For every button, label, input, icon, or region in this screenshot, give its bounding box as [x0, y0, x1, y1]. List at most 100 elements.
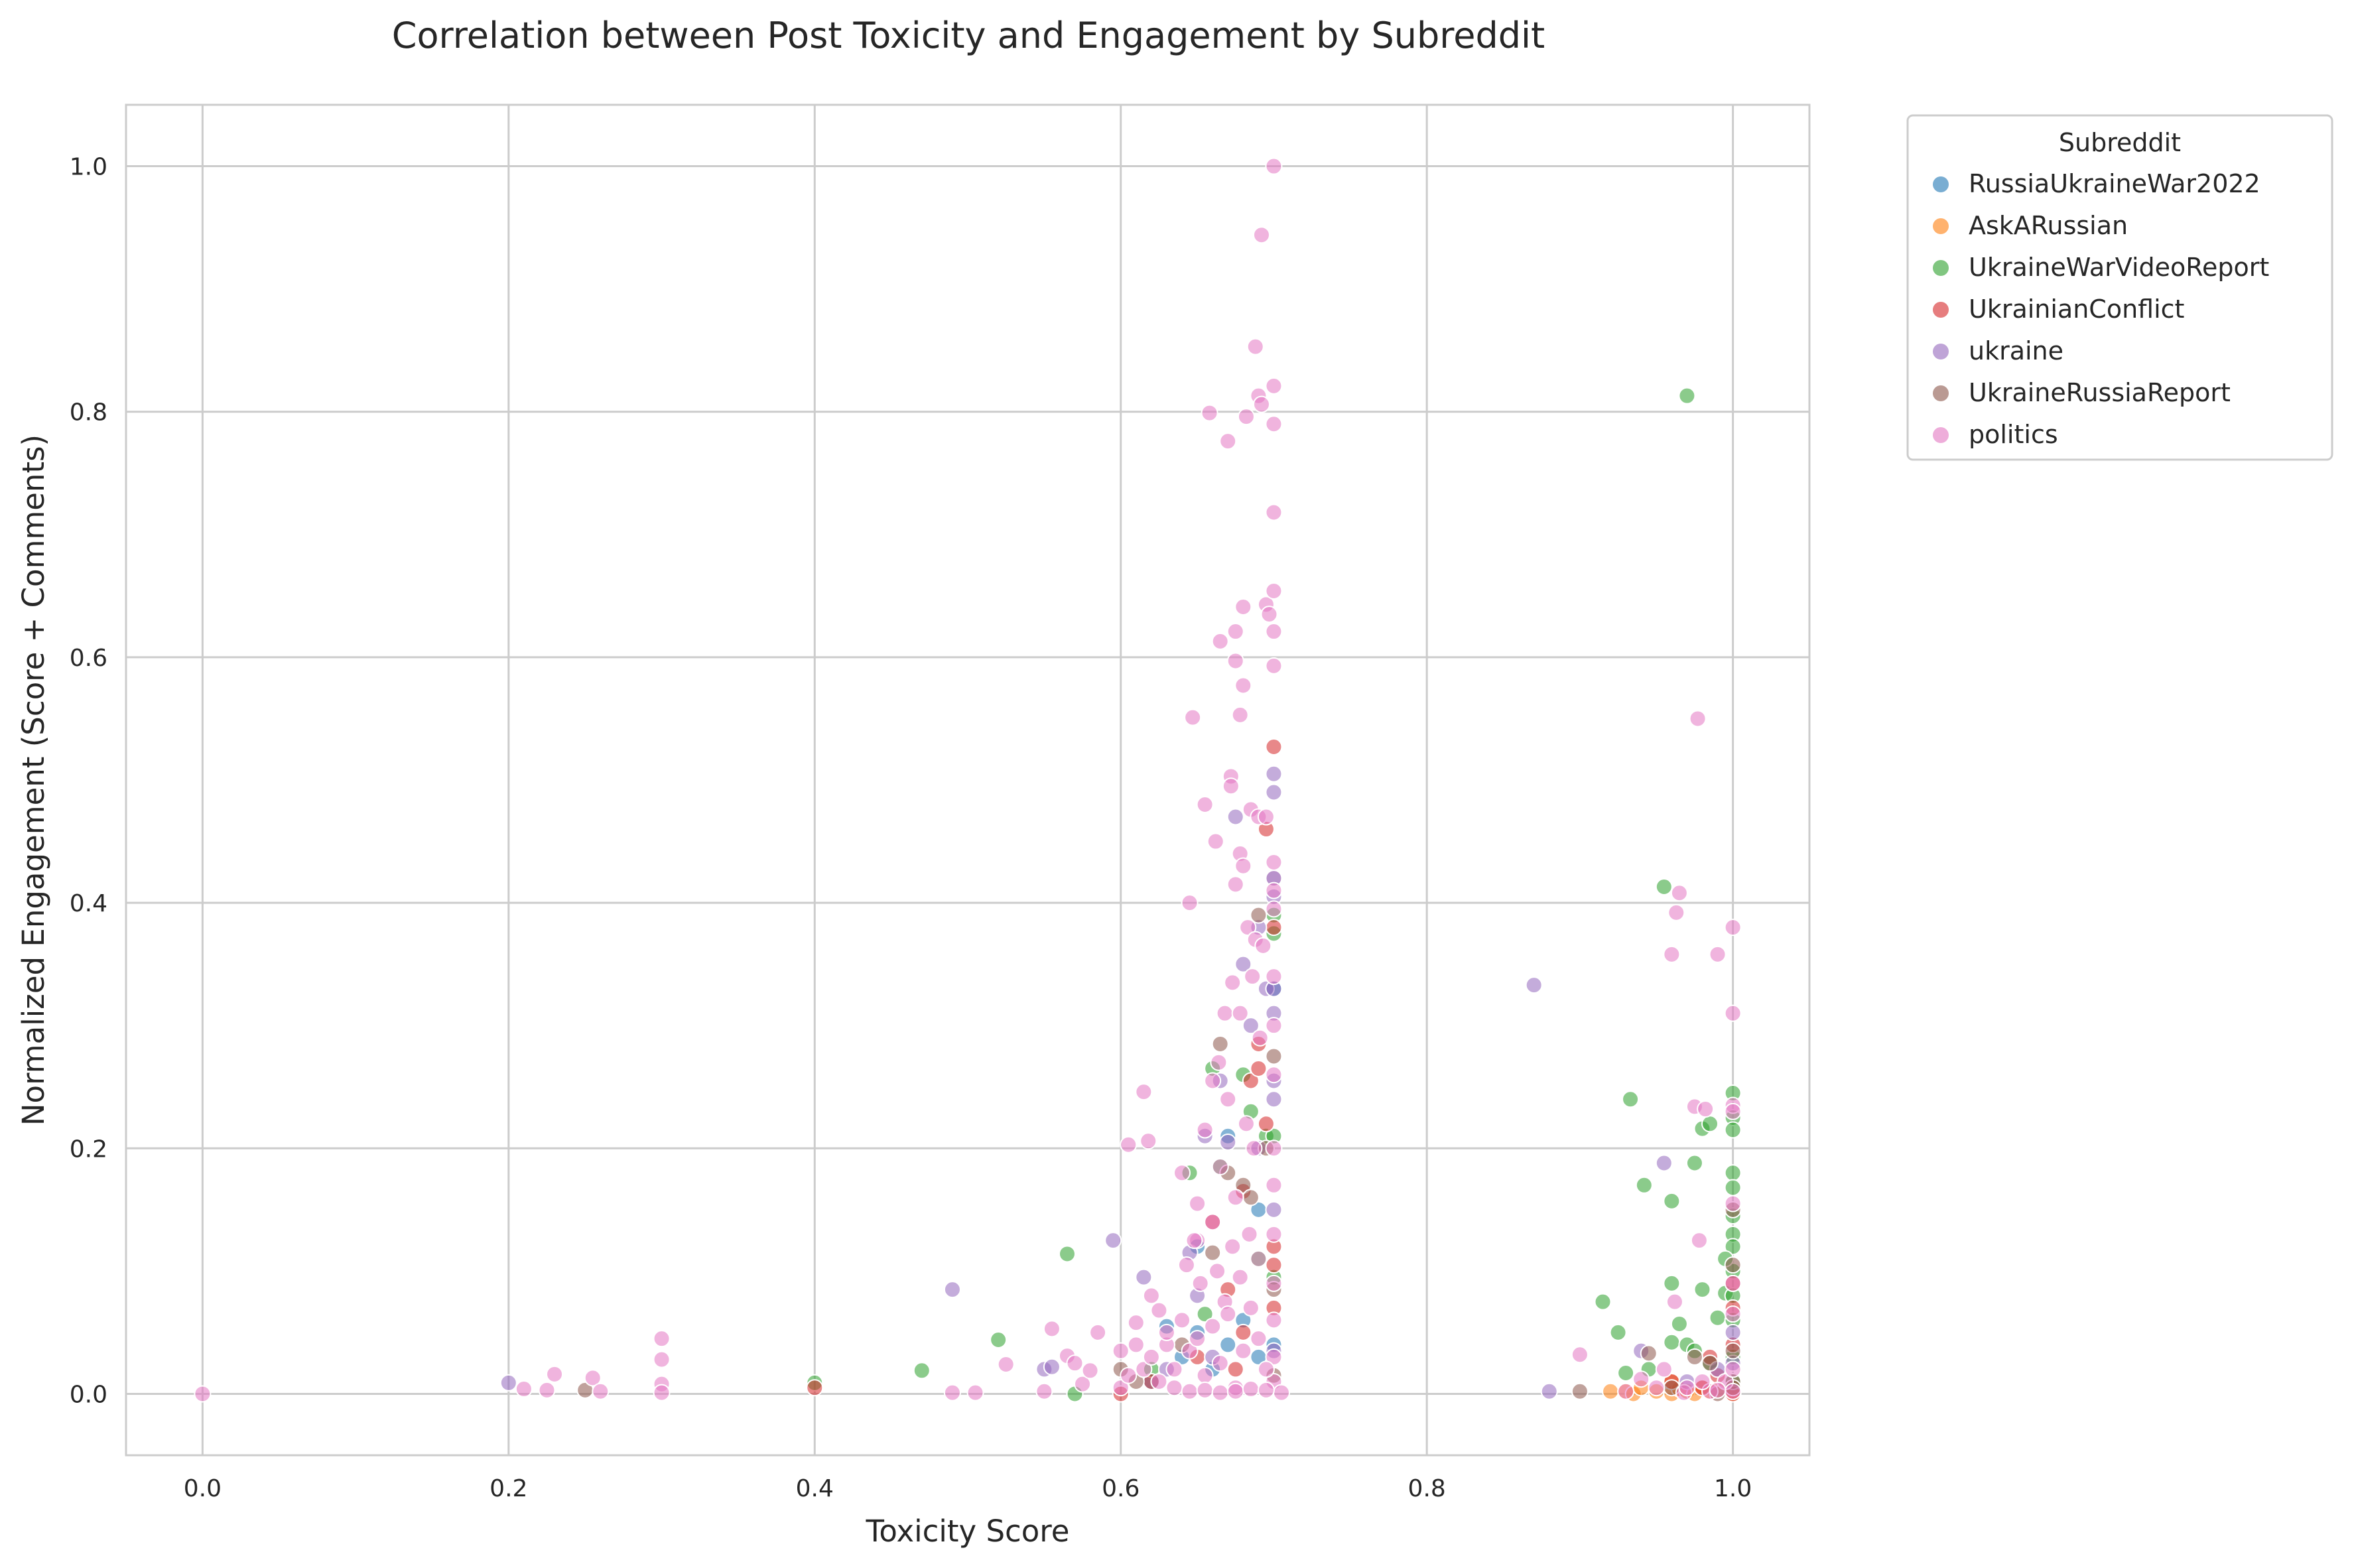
legend-marker — [1933, 260, 1949, 276]
x-tick-label: 0.6 — [1102, 1475, 1140, 1502]
data-point — [1142, 1287, 1160, 1305]
data-point — [1265, 738, 1283, 756]
data-point — [1709, 945, 1727, 963]
data-point — [584, 1369, 602, 1387]
data-point — [1242, 1017, 1260, 1035]
legend-title: Subreddit — [2059, 128, 2181, 157]
data-point — [1260, 606, 1278, 623]
data-point — [1196, 1305, 1214, 1323]
y-axis-label: Normalized Engagement (Score + Comments) — [16, 434, 51, 1126]
data-point — [1594, 1293, 1612, 1311]
data-point — [1240, 1225, 1258, 1243]
data-point — [1250, 1330, 1268, 1348]
data-point — [1265, 1066, 1283, 1084]
data-point — [1257, 808, 1275, 826]
data-point — [1081, 1362, 1099, 1380]
data-point — [1265, 1225, 1283, 1243]
data-point — [1157, 1323, 1175, 1341]
x-tick-label: 0.8 — [1408, 1475, 1446, 1502]
data-point — [592, 1382, 610, 1400]
data-point — [1127, 1314, 1145, 1332]
data-point — [1655, 1360, 1673, 1378]
data-point — [515, 1380, 533, 1398]
data-point — [1265, 623, 1283, 641]
x-tick-label: 1.0 — [1714, 1475, 1752, 1502]
data-point — [1211, 632, 1229, 650]
data-point — [1265, 765, 1283, 783]
data-point — [1226, 1189, 1244, 1207]
data-point — [1602, 1382, 1620, 1400]
plot-area — [125, 103, 1811, 1457]
data-point — [1234, 598, 1252, 616]
y-tick-label: 0.0 — [70, 1381, 107, 1408]
data-point — [1265, 157, 1283, 175]
data-point — [1724, 1274, 1742, 1292]
data-point — [1640, 1344, 1658, 1362]
data-point — [1701, 1354, 1719, 1372]
data-point — [1237, 408, 1255, 426]
x-tick-label: 0.0 — [184, 1475, 222, 1502]
data-point — [1244, 968, 1262, 986]
data-point — [1177, 1256, 1195, 1274]
series-politics — [194, 157, 1742, 1403]
y-tick-label: 0.2 — [70, 1136, 107, 1163]
data-point — [1242, 1189, 1260, 1207]
data-point — [1219, 1336, 1237, 1354]
x-tick-label: 0.2 — [490, 1475, 527, 1502]
legend-label: RussiaUkraineWar2022 — [1969, 169, 2260, 198]
data-point — [1231, 1004, 1249, 1022]
data-point — [1622, 1090, 1640, 1108]
data-point — [966, 1384, 984, 1402]
legend-marker — [1933, 344, 1949, 359]
data-point — [1724, 1256, 1742, 1274]
data-point — [1250, 1059, 1268, 1077]
data-point — [1234, 677, 1252, 694]
data-points — [194, 157, 1742, 1403]
data-point — [653, 1384, 671, 1402]
data-point — [499, 1374, 517, 1392]
legend-items: RussiaUkraineWar2022 AskARussian UkraineWa… — [1933, 169, 2269, 449]
data-point — [1204, 1072, 1222, 1090]
data-point — [1184, 708, 1202, 726]
data-point — [194, 1385, 212, 1403]
data-point — [1724, 1164, 1742, 1182]
data-point — [1265, 1090, 1283, 1108]
data-point — [1571, 1382, 1589, 1400]
data-point — [1701, 1115, 1719, 1133]
data-point — [1216, 1004, 1234, 1022]
data-point — [1173, 1311, 1191, 1329]
x-axis-ticks: 0.0 0.2 0.4 0.6 0.8 1.0 — [184, 1475, 1752, 1502]
data-point — [1265, 1311, 1283, 1329]
data-point — [1224, 974, 1242, 992]
data-point — [1035, 1382, 1053, 1400]
data-point — [1226, 876, 1244, 893]
data-point — [1265, 582, 1283, 600]
data-point — [1231, 1268, 1249, 1286]
legend: Subreddit RussiaUkraineWar2022 AskARussia… — [1906, 114, 2333, 461]
data-point — [1165, 1379, 1183, 1397]
data-point — [1251, 1029, 1269, 1047]
data-point — [1663, 1333, 1681, 1351]
data-point — [1724, 1195, 1742, 1212]
data-point — [1655, 878, 1673, 896]
data-point — [1693, 1372, 1711, 1390]
data-point — [1571, 1346, 1589, 1364]
data-point — [1265, 1017, 1283, 1035]
data-point — [1226, 623, 1244, 641]
data-point — [990, 1331, 1008, 1349]
data-point — [653, 1330, 671, 1348]
data-point — [1185, 1232, 1203, 1250]
data-point — [1632, 1370, 1650, 1388]
data-point — [1246, 338, 1264, 356]
data-point — [1189, 1195, 1207, 1212]
data-point — [1663, 1274, 1681, 1292]
data-point — [1135, 1360, 1153, 1378]
data-point — [1265, 1274, 1283, 1292]
data-point — [1265, 968, 1283, 986]
data-point — [1265, 854, 1283, 872]
y-tick-label: 0.4 — [70, 890, 107, 917]
data-point — [1112, 1379, 1130, 1397]
data-point — [1525, 976, 1543, 994]
data-point — [1234, 955, 1252, 973]
legend-label: UkraineRussiaReport — [1969, 378, 2231, 407]
